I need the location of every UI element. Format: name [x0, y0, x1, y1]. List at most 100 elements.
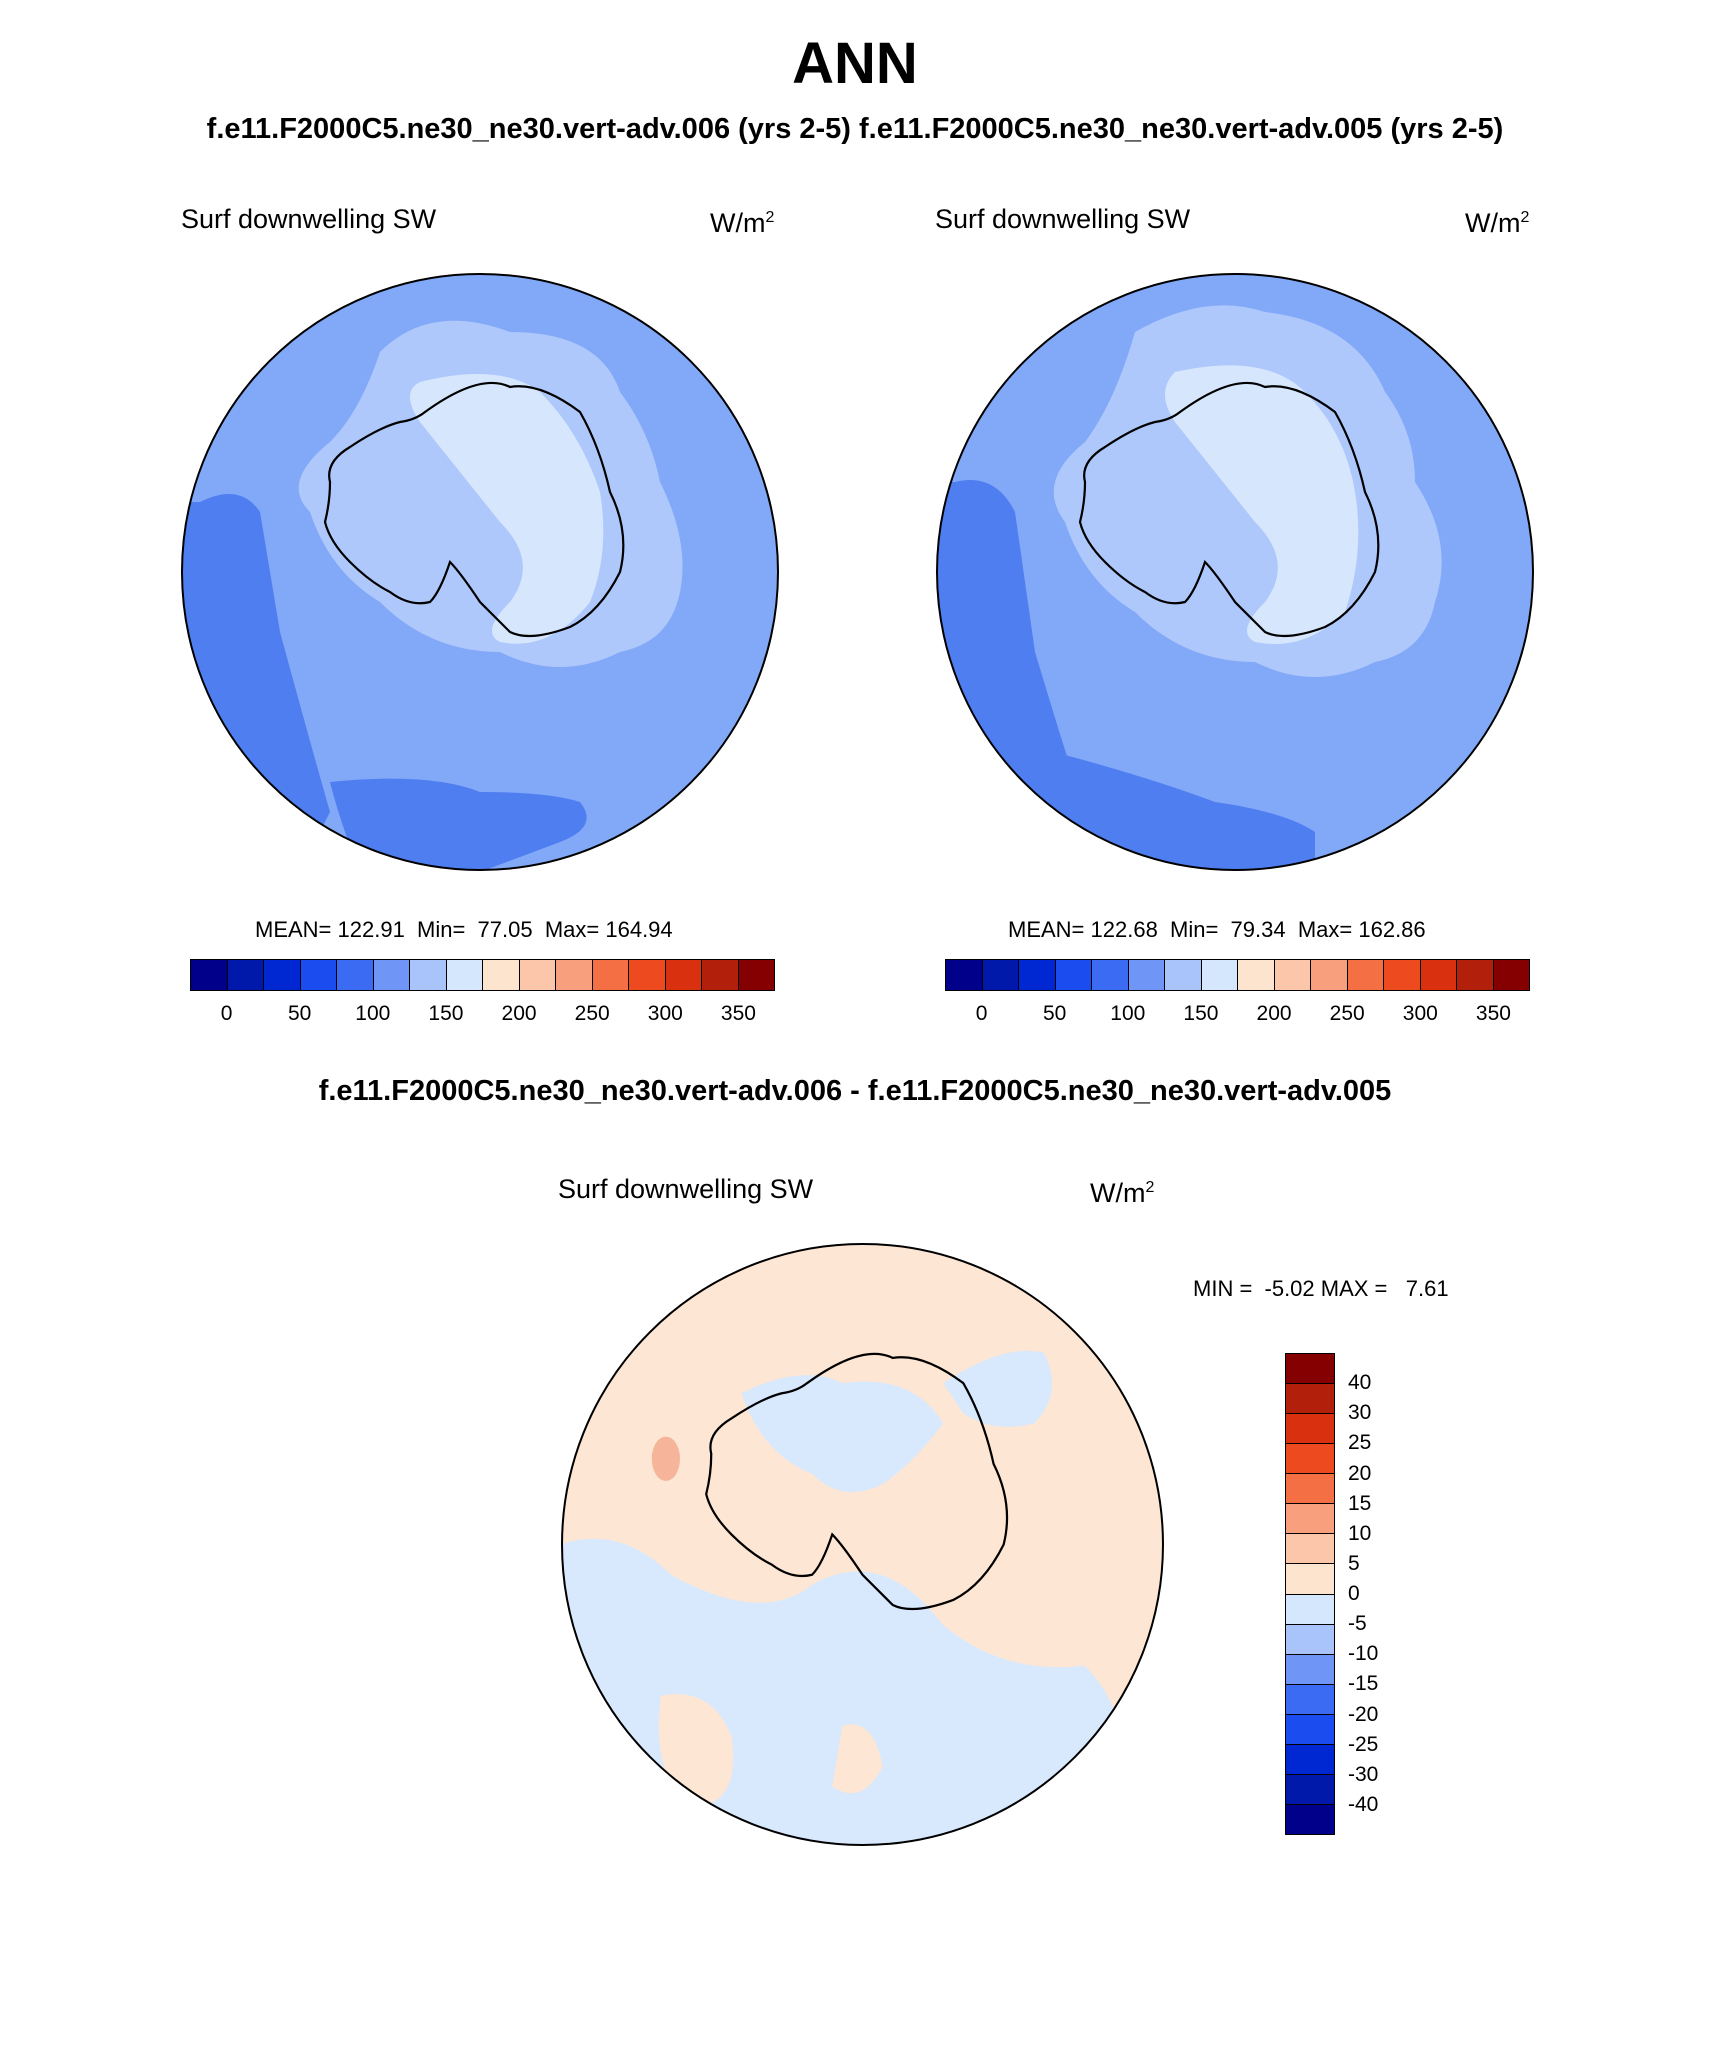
colorbar-swatch	[1286, 1624, 1334, 1655]
colorbar-swatch	[629, 960, 666, 990]
colorbar-tick-label: -25	[1348, 1732, 1379, 1756]
panel1-colorbar	[190, 959, 775, 991]
colorbar-swatch	[702, 960, 739, 990]
colorbar-swatch	[665, 960, 702, 990]
colorbar-tick-label: 30	[1348, 1401, 1372, 1425]
map-negative-region	[741, 1375, 944, 1493]
map-high-sw-region	[410, 374, 604, 644]
colorbar-tick-label: 250	[574, 1002, 610, 1025]
colorbar-tick-label: -40	[1348, 1792, 1379, 1816]
colorbar-swatch	[1286, 1354, 1334, 1385]
colorbar-tick-label: 300	[647, 1002, 683, 1025]
colorbar-swatch	[1274, 960, 1311, 990]
colorbar-tick-label: 100	[355, 1002, 391, 1025]
colorbar-swatch	[1286, 1504, 1334, 1535]
colorbar-swatch	[1286, 1384, 1334, 1415]
panel3-colorbar-ticks: 40 30 25 20 15 10 5 0 -5 -10 -15 -20 -25 -30 -40	[1348, 1353, 1428, 1835]
colorbar-swatch	[264, 960, 301, 990]
colorbar-tick-label: -20	[1348, 1702, 1379, 1726]
map-max-region	[651, 1436, 680, 1481]
panel3-units: W/m2	[1090, 1178, 1155, 1208]
map-low-sw-region	[330, 778, 587, 870]
colorbar-swatch	[1384, 960, 1421, 990]
colorbar-swatch	[592, 960, 629, 990]
colorbar-tick-label: 0	[220, 1002, 233, 1025]
panel3-difference-map	[561, 1243, 1164, 1846]
colorbar-swatch	[1420, 960, 1457, 990]
colorbar-tick-label: 40	[1348, 1371, 1372, 1395]
colorbar-swatch	[982, 960, 1019, 990]
colorbar-tick-label: 0	[1348, 1582, 1360, 1605]
panel3-stats: MIN = -5.02 MAX = 7.61	[1193, 1276, 1449, 1301]
map-negative-region	[943, 1350, 1053, 1427]
colorbar-swatch	[1347, 960, 1384, 990]
colorbar-tick-label: 200	[501, 1002, 537, 1025]
panel1-field-label: Surf downwelling SW	[181, 204, 437, 234]
panel1-polar-map	[181, 273, 779, 871]
colorbar-swatch	[946, 960, 983, 990]
difference-title: f.e11.F2000C5.ne30_ne30.vert-adv.006 - f…	[318, 1075, 1392, 1107]
map-boundary	[181, 273, 779, 871]
colorbar-swatch	[1286, 1474, 1334, 1505]
colorbar-tick-label: 350	[720, 1002, 756, 1025]
colorbar-swatch	[1286, 1534, 1334, 1565]
map-positive-region	[832, 1724, 883, 1794]
colorbar-swatch	[1286, 1804, 1334, 1834]
map-boundary	[936, 273, 1534, 871]
panel2-stats: MEAN= 122.68 Min= 79.34 Max= 162.86	[1008, 917, 1426, 942]
colorbar-swatch	[1286, 1654, 1334, 1685]
antarctica-coastline	[323, 381, 625, 638]
colorbar-swatch	[1238, 960, 1275, 990]
panel1-units: W/m2	[710, 208, 775, 238]
colorbar-swatch	[1457, 960, 1494, 990]
colorbar-swatch	[1128, 960, 1165, 990]
colorbar-swatch	[1286, 1594, 1334, 1625]
panel1-colorbar-ticks: 0 50 100 150 200 250 300 350	[190, 1002, 775, 1032]
colorbar-tick-label: -15	[1348, 1672, 1379, 1696]
panel2-polar-map	[936, 273, 1534, 871]
colorbar-swatch	[1286, 1444, 1334, 1475]
colorbar-tick-label: 50	[288, 1002, 312, 1025]
colorbar-swatch	[519, 960, 556, 990]
colorbar-swatch	[1286, 1714, 1334, 1745]
colorbar-swatch	[556, 960, 593, 990]
colorbar-tick-label: 5	[1348, 1551, 1360, 1575]
colorbar-swatch	[446, 960, 483, 990]
colorbar-swatch	[1311, 960, 1348, 990]
colorbar-tick-label: 150	[1183, 1002, 1219, 1025]
panel3-colorbar	[1285, 1353, 1335, 1835]
colorbar-swatch	[1286, 1774, 1334, 1805]
panel1-stats: MEAN= 122.91 Min= 77.05 Max= 164.94	[255, 917, 673, 942]
colorbar-tick-label: 100	[1110, 1002, 1146, 1025]
panel2-colorbar	[945, 959, 1530, 991]
panel3-field-label: Surf downwelling SW	[558, 1174, 814, 1204]
colorbar-swatch	[1286, 1564, 1334, 1595]
panel2-field-label: Surf downwelling SW	[935, 204, 1191, 234]
colorbar-swatch	[738, 960, 774, 990]
colorbar-swatch	[1165, 960, 1202, 990]
colorbar-swatch	[191, 960, 228, 990]
colorbar-swatch	[1092, 960, 1129, 990]
figure-subtitle: f.e11.F2000C5.ne30_ne30.vert-adv.006 (yr…	[206, 113, 1504, 145]
colorbar-tick-label: 50	[1043, 1002, 1067, 1025]
figure-title: ANN	[792, 31, 918, 96]
colorbar-tick-label: 15	[1348, 1491, 1372, 1515]
colorbar-swatch	[1286, 1684, 1334, 1715]
panel2-units: W/m2	[1465, 208, 1530, 238]
colorbar-swatch	[1286, 1744, 1334, 1775]
colorbar-swatch	[300, 960, 337, 990]
map-positive-region	[658, 1694, 734, 1807]
colorbar-tick-label: -30	[1348, 1762, 1379, 1786]
colorbar-swatch	[410, 960, 447, 990]
colorbar-tick-label: 300	[1402, 1002, 1438, 1025]
colorbar-tick-label: 20	[1348, 1461, 1372, 1485]
colorbar-tick-label: 250	[1329, 1002, 1365, 1025]
colorbar-swatch	[373, 960, 410, 990]
colorbar-swatch	[337, 960, 374, 990]
colorbar-swatch	[1286, 1414, 1334, 1445]
colorbar-swatch	[1493, 960, 1529, 990]
colorbar-tick-label: 25	[1348, 1431, 1372, 1455]
map-high-sw-region	[1165, 365, 1359, 644]
colorbar-tick-label: 0	[975, 1002, 988, 1025]
colorbar-tick-label: 10	[1348, 1521, 1372, 1545]
